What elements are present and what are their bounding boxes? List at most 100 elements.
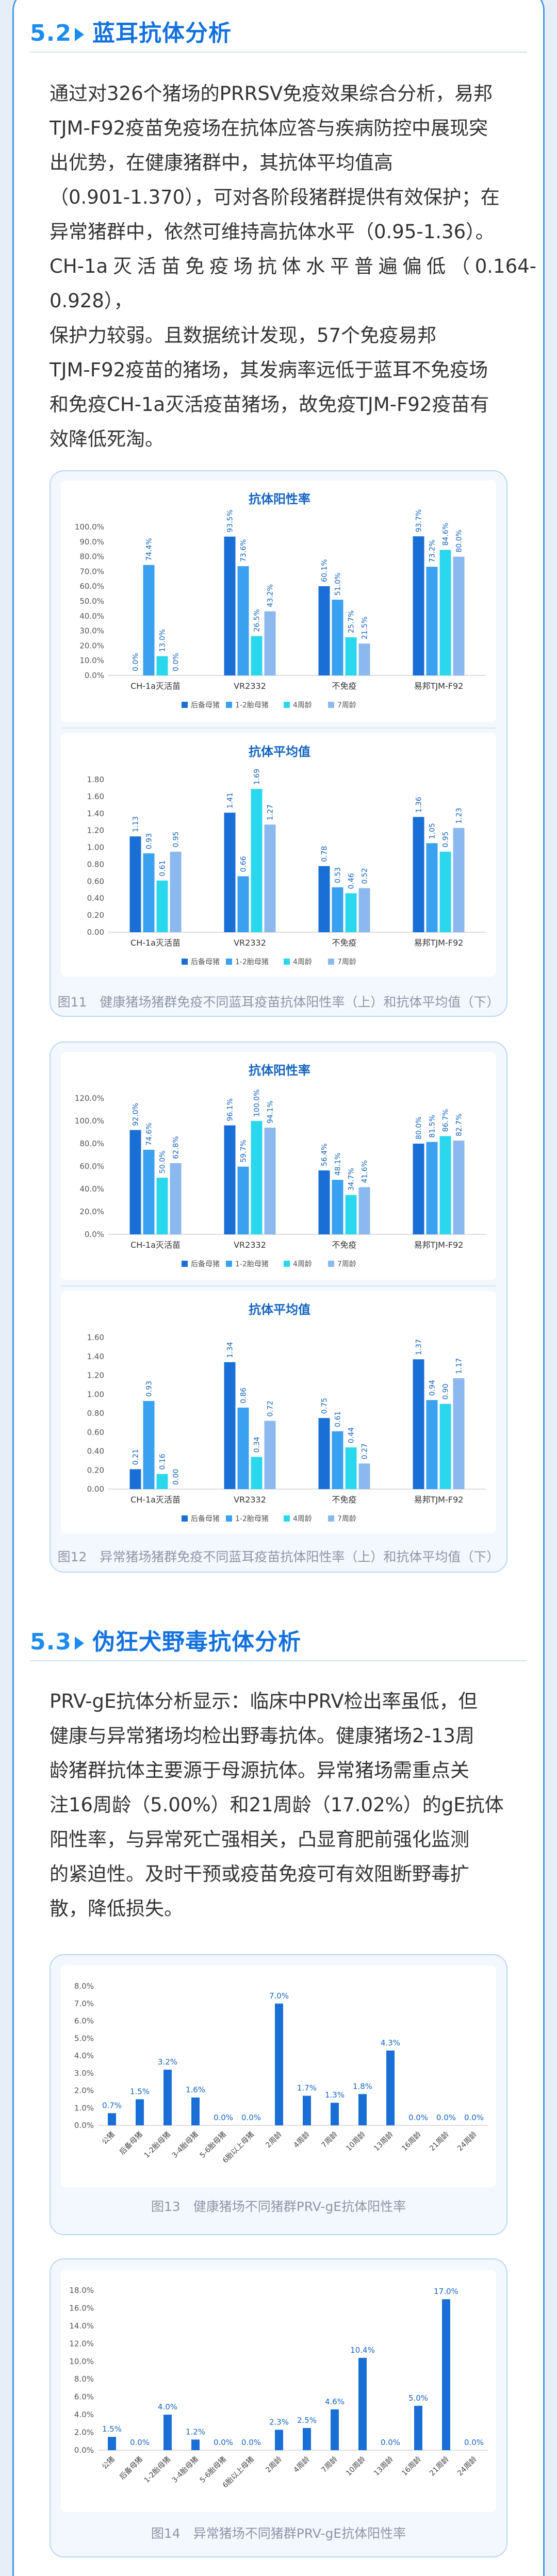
data-label: 2.5% (297, 2416, 317, 2425)
data-label: 0.27 (361, 1443, 369, 1459)
data-label: 13.0% (159, 629, 167, 652)
bar (129, 836, 141, 932)
data-label: 0.0% (214, 2113, 233, 2122)
bar (224, 536, 236, 675)
data-label: 1.36 (415, 797, 423, 813)
x-tick-label: CH-1a灭活苗 (130, 681, 181, 691)
fig12_top-svg: 抗体阳性率 0.0% 20.0% 40.0% 60.0% 80.0% 100.0% 120.0… (75, 1063, 486, 1268)
triangle-arrow-icon (74, 28, 84, 41)
data-label: 25.7% (348, 610, 356, 633)
legend-swatch (182, 1515, 188, 1522)
data-label: 80.0% (455, 530, 464, 552)
data-label: 0.0% (436, 2113, 456, 2122)
y-tick-label: 0.40 (87, 894, 104, 903)
paragraph-line: 龄猪群抗体主要源于母源抗体。异常猪场需重点关 (50, 1759, 469, 1781)
data-label: 0.0% (241, 2438, 261, 2447)
y-tick-label: 0.0% (74, 2446, 94, 2455)
data-label: 94.1% (267, 1100, 275, 1123)
data-label: 1.41 (226, 792, 235, 808)
chart-title: 抗体平均值 (249, 1302, 310, 1317)
bar (439, 851, 451, 932)
legend-label: 7周龄 (337, 1260, 356, 1268)
data-label: 86.7% (442, 1109, 450, 1132)
data-label: 0.72 (267, 1401, 275, 1417)
fig13-svg: 0.0% 1.0% 2.0% 3.0% 4.0% 5.0% 6.0% 7.0% 8.0% 0.7%… (74, 1981, 488, 2165)
bar (358, 888, 370, 932)
data-label: 1.69 (253, 769, 261, 785)
legend-swatch (182, 1261, 188, 1267)
data-label: 1.5% (130, 2087, 150, 2096)
y-tick-label: 1.20 (87, 826, 104, 835)
bar (358, 1463, 370, 1489)
data-label: 4.0% (158, 2402, 177, 2412)
bar (129, 1130, 141, 1234)
fig12_bottom-svg: 抗体平均值 0.00 0.20 0.40 0.60 0.80 1.00 1.20 1.40 1.6… (87, 1302, 486, 1523)
section-5-2-paragraph: 通过对326个猪场的PRRSV免疫效果综合分析，易邦 TJM-F92疫苗免疫场在抗… (50, 76, 536, 456)
data-label: 0.0% (130, 2438, 150, 2447)
paragraph-line: CH-1a灭活苗免疫场抗体水平普遍偏低（0.164-0.928）， (50, 255, 536, 312)
bar (156, 880, 168, 932)
legend-swatch (284, 1261, 290, 1267)
bar (453, 1378, 465, 1489)
y-tick-label: 0.40 (87, 1447, 104, 1456)
x-tick-label: VR2332 (234, 681, 266, 691)
bar (439, 1136, 451, 1234)
figure-14-caption: 图14 异常猪场不同猪群PRV-gE抗体阳性率 (151, 2526, 406, 2541)
x-tick-label: 公猪 (101, 2455, 117, 2471)
y-tick-label: 20.0% (79, 641, 104, 650)
data-label: 0.90 (442, 1383, 450, 1399)
fig12-top-chart: 抗体阳性率 0.0% 20.0% 40.0% 60.0% 80.0% 100.0% 120.0… (61, 1052, 496, 1280)
data-label: 1.37 (415, 1339, 423, 1355)
bar (191, 2098, 200, 2125)
data-label: 50.0% (159, 1151, 167, 1174)
bar (426, 843, 438, 932)
section-5-3-heading: 5.3 伪狂犬野毒抗体分析 (30, 1623, 301, 1656)
y-tick-label: 6.0% (74, 2392, 94, 2402)
data-label: 34.7% (348, 1168, 356, 1191)
y-tick-label: 60.0% (79, 582, 104, 591)
data-label: 1.5% (102, 2424, 122, 2434)
x-tick-label: 24周龄 (456, 2131, 479, 2153)
bar (237, 1166, 249, 1234)
figure-11-card: 抗体阳性率 0.0% 10.0% 20.0% 30.0% 40.0% 50.0% 60.0% 7… (50, 470, 507, 1017)
x-tick-label: VR2332 (234, 938, 266, 948)
legend-label: 1-2胎母猪 (235, 1515, 269, 1523)
bar (332, 1180, 343, 1234)
y-tick-label: 1.00 (87, 843, 104, 852)
chart-divider (61, 1285, 496, 1286)
bar (108, 2113, 116, 2125)
data-label: 100.0% (253, 1089, 261, 1117)
bar (163, 2415, 172, 2450)
data-label: 2.3% (269, 2417, 289, 2426)
data-label: 62.8% (172, 1136, 181, 1159)
paragraph-line: 的紧迫性。及时干预或疫苗免疫可有效阻断野毒扩 (50, 1863, 469, 1885)
legend-label: 1-2胎母猪 (235, 1260, 269, 1268)
legend-swatch (328, 1261, 334, 1267)
x-tick-label: VR2332 (234, 1495, 266, 1505)
y-tick-label: 80.0% (79, 552, 104, 562)
paragraph-line: 保护力较弱。且数据统计发现，57个免疫易邦 (50, 324, 437, 346)
legend-label: 1-2胎母猪 (235, 701, 269, 709)
data-label: 0.86 (240, 1388, 248, 1403)
data-label: 0.61 (334, 1411, 342, 1427)
bar (303, 2095, 311, 2125)
data-label: 80.0% (415, 1117, 423, 1140)
y-tick-label: 1.40 (87, 1352, 104, 1361)
section-5-3-paragraph: PRV-gE抗体分析显示：临床中PRV检出率虽低，但 健康与异常猪场均检出野毒抗体… (50, 1684, 536, 1926)
bar (143, 853, 155, 932)
data-label: 1.05 (429, 823, 437, 839)
bar (453, 1141, 465, 1234)
y-tick-label: 4.0% (74, 2410, 94, 2419)
legend-label: 后备母猪 (191, 1260, 220, 1268)
bar (318, 586, 330, 675)
data-label: 56.4% (321, 1143, 329, 1166)
bar (251, 1457, 263, 1489)
bar (136, 2099, 144, 2125)
chart-divider (61, 728, 496, 729)
figure-14-card: 0.0% 2.0% 4.0% 6.0% 8.0% 10.0% 12.0% 14.0% 16.0%… (50, 2258, 507, 2557)
y-tick-label: 16.0% (69, 2303, 94, 2313)
y-tick-label: 4.0% (74, 2051, 94, 2060)
x-tick-label: 4周龄 (292, 2131, 311, 2150)
bar (224, 813, 236, 932)
data-label: 1.3% (325, 2090, 345, 2100)
